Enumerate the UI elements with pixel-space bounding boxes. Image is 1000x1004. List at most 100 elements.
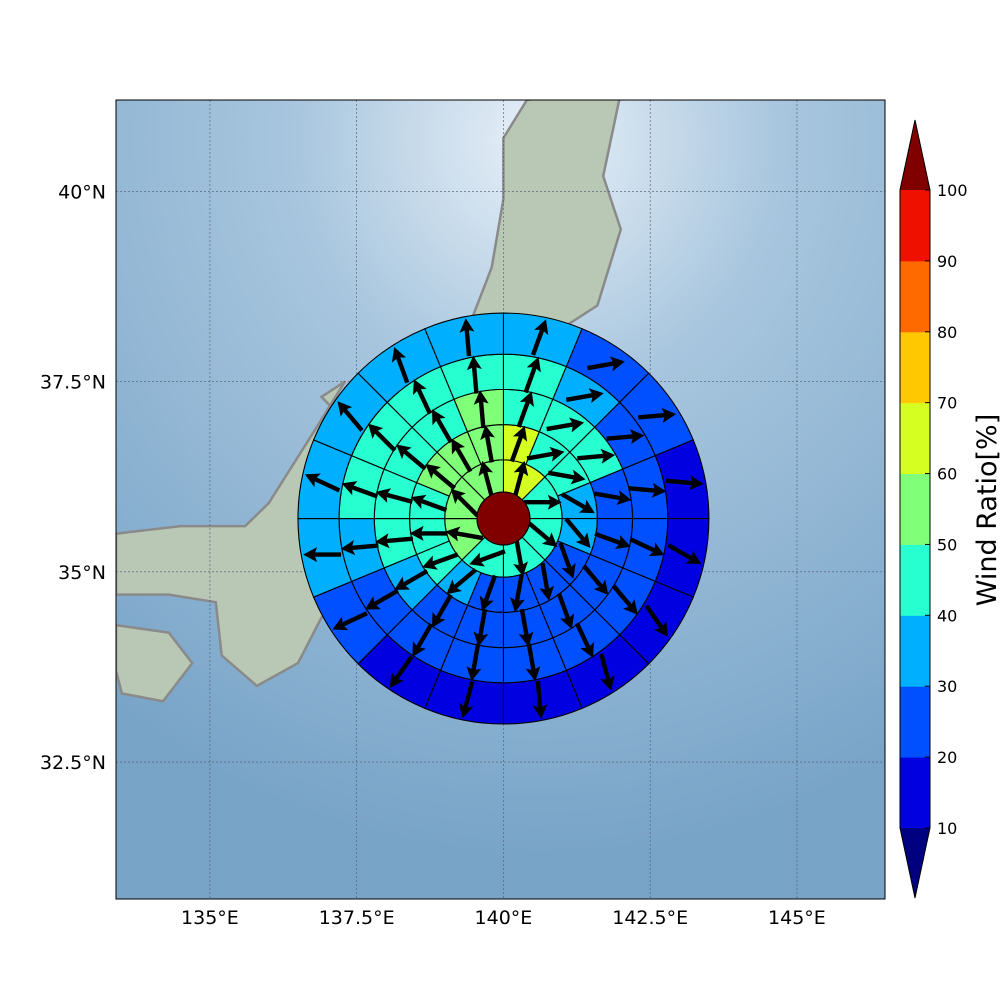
wind-arrow-shape xyxy=(304,473,341,493)
wind-arrow xyxy=(509,425,528,463)
wind-arrow-shape xyxy=(518,608,534,647)
wind-arrow-shape xyxy=(629,537,665,557)
wind-arrow xyxy=(523,356,541,394)
wind-arrow xyxy=(304,473,341,493)
wind-arrow xyxy=(332,611,368,631)
colorbar-segment xyxy=(900,190,930,262)
wind-arrow-shape xyxy=(644,604,669,637)
wind-arrow-shape xyxy=(547,469,586,485)
wind-arrow-shape xyxy=(375,533,414,549)
colorbar-tick-label: 40 xyxy=(937,606,957,625)
wind-arrow-shape xyxy=(340,540,379,556)
wind-arrow-shape xyxy=(509,425,528,463)
colorbar-tick-label: 30 xyxy=(937,677,957,696)
wind-arrow-shape xyxy=(512,460,529,499)
colorbar-segment xyxy=(900,686,930,758)
wind-arrow xyxy=(340,540,379,556)
wind-arrow xyxy=(396,444,427,471)
wind-arrow-shape xyxy=(525,643,541,682)
colorbar-under-triangle xyxy=(900,828,930,898)
wind-arrow xyxy=(412,379,432,415)
wind-arrow-shape xyxy=(516,391,534,428)
wind-arrow xyxy=(473,608,489,647)
wind-arrow-shape xyxy=(432,409,453,444)
wind-arrow xyxy=(364,588,399,610)
wind-arrow-shape xyxy=(412,379,432,415)
wind-arrow xyxy=(665,475,704,491)
colorbar-tick-label: 10 xyxy=(937,819,957,838)
wind-arrow xyxy=(341,481,379,499)
wind-arrow-shape xyxy=(332,611,368,631)
wind-arrow-shape xyxy=(391,346,410,384)
wind-arrow-shape xyxy=(526,520,558,548)
wind-arrow-shape xyxy=(409,525,448,541)
wind-arrow-shape xyxy=(422,552,459,570)
wind-arrow xyxy=(629,537,665,557)
wind-arrow-shape xyxy=(539,562,555,601)
wind-arrow xyxy=(389,655,414,688)
wind-arrow-shape xyxy=(556,592,575,630)
lat-tick-label: 32.5°N xyxy=(40,752,106,774)
wind-arrow-shape xyxy=(479,574,498,612)
colorbar-segment xyxy=(900,260,930,333)
wind-arrow xyxy=(513,538,528,577)
colorbar-segments xyxy=(899,119,931,899)
wind-arrow-shape xyxy=(558,542,576,579)
wind-arrow xyxy=(582,564,609,596)
wind-arrow xyxy=(539,562,555,601)
wind-arrow xyxy=(558,542,576,579)
wind-arrow-shape xyxy=(582,564,609,596)
lon-tick-label: 135°E xyxy=(181,907,239,929)
lon-tick-label: 145°E xyxy=(768,907,826,929)
wind-arrow-shape xyxy=(425,463,456,490)
wind-arrow xyxy=(394,569,429,590)
wind-arrow-shape xyxy=(396,444,427,471)
wind-arrow xyxy=(445,526,484,542)
wind-arrow-shape xyxy=(546,417,585,433)
wind-arrow-shape xyxy=(480,424,496,463)
wind-arrow xyxy=(466,355,482,394)
wind-arrow xyxy=(469,549,506,567)
wind-arrow-shape xyxy=(394,569,429,590)
colorbar-segment xyxy=(900,615,930,687)
wind-arrow-shape xyxy=(587,356,625,372)
wind-arrow xyxy=(425,463,456,490)
wind-arrow-shape xyxy=(667,543,702,565)
wind-arrow-shape xyxy=(432,593,453,628)
wind-arrow xyxy=(587,356,625,372)
wind-arrow xyxy=(547,469,586,485)
colorbar-tick-label: 100 xyxy=(937,181,968,200)
colorbar-ticks: 10 20 30 40 50 60 70 80 90 100 xyxy=(937,181,968,838)
colorbar-tick-label: 60 xyxy=(937,465,957,484)
center-disc xyxy=(476,491,531,546)
wind-arrow xyxy=(412,622,434,657)
wind-arrow xyxy=(523,494,562,510)
wind-arrow xyxy=(432,593,453,628)
wind-arrow xyxy=(516,391,534,428)
lon-tick-label: 142.5°E xyxy=(612,907,688,929)
wind-arrow xyxy=(391,346,410,384)
colorbar-segment xyxy=(900,331,930,404)
wind-arrow xyxy=(451,438,473,473)
wind-arrow xyxy=(526,520,558,548)
wind-arrow-shape xyxy=(303,547,342,563)
wind-arrow-shape xyxy=(410,494,448,513)
wind-arrow xyxy=(432,409,453,444)
wind-arrow-shape xyxy=(478,460,495,499)
wind-arrow xyxy=(532,680,548,719)
wind-arrow xyxy=(606,429,645,445)
wind-arrow xyxy=(512,460,529,499)
wind-arrow-shape xyxy=(412,622,434,657)
wind-arrow-shape xyxy=(473,608,489,647)
wind-arrow xyxy=(594,531,631,550)
wind-arrow xyxy=(644,604,669,637)
wind-arrow xyxy=(574,622,594,658)
wind-arrow xyxy=(446,568,477,595)
wind-arrow-shape xyxy=(466,355,482,394)
wind-arrow xyxy=(556,592,575,630)
wind-arrow-shape xyxy=(599,653,615,691)
wind-arrow-shape xyxy=(530,319,549,356)
wind-arrow xyxy=(628,482,667,498)
